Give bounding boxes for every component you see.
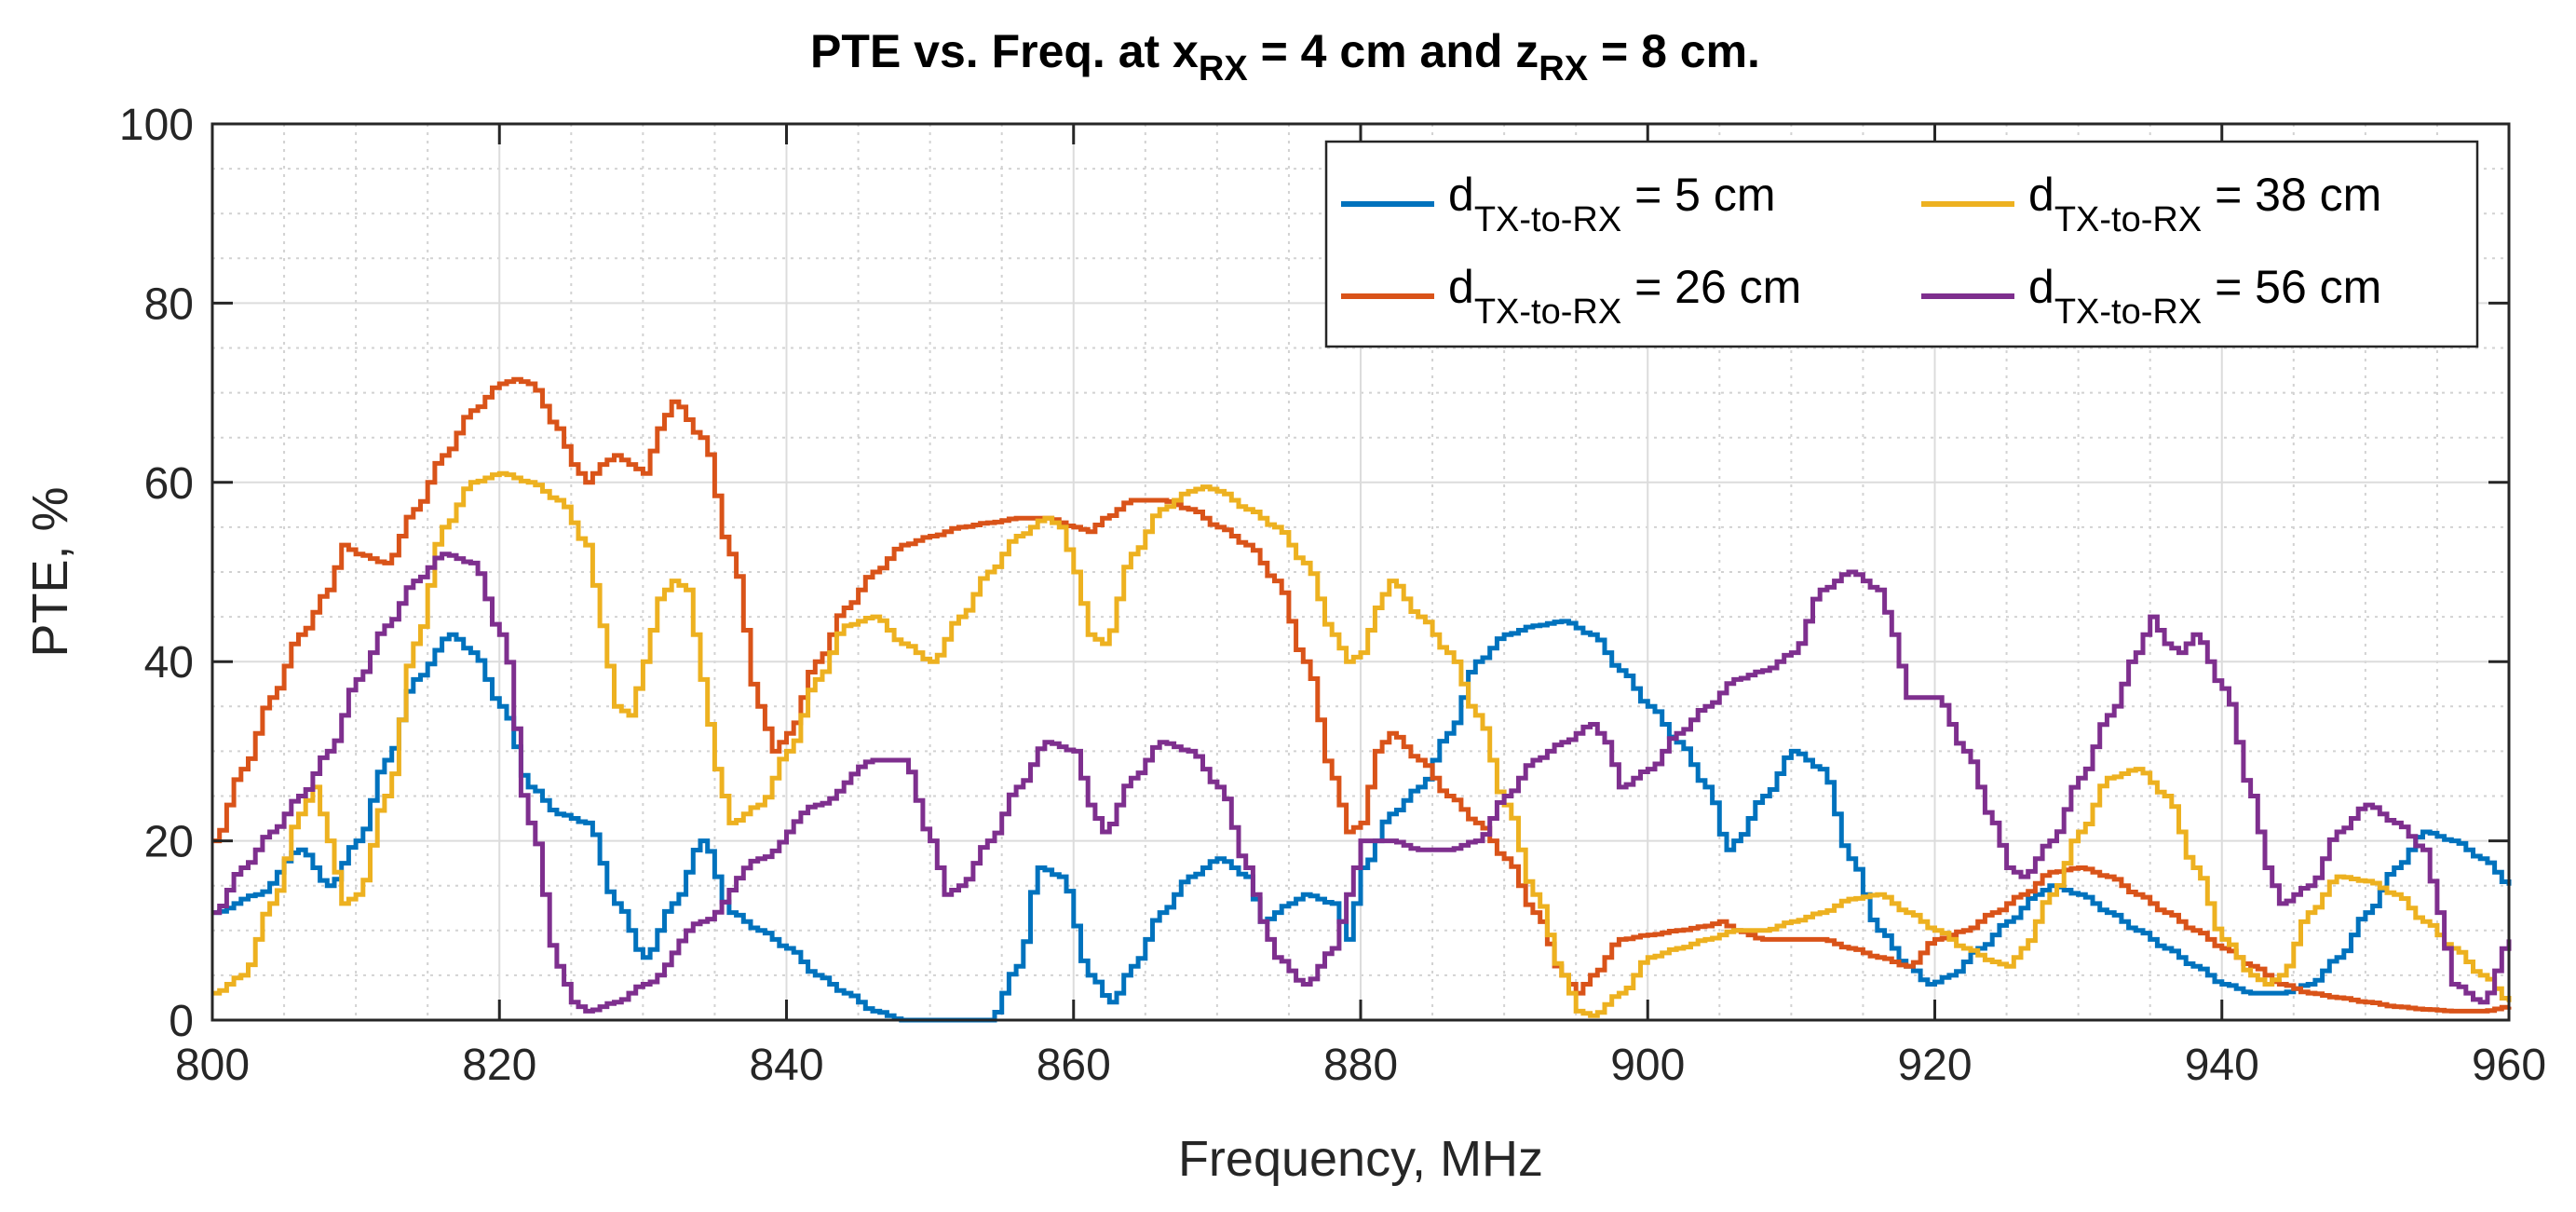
- x-tick-label: 840: [749, 1041, 823, 1090]
- legend-label-38cm: dTX-to-RX = 38 cm: [2028, 169, 2381, 239]
- x-axis-label: Frequency, MHz: [1178, 1131, 1543, 1187]
- series-line-56cm: [212, 552, 2512, 1014]
- x-tick-label: 900: [1610, 1041, 1685, 1090]
- x-tick-labels: 800 820 840 860 880 900 920 940 960: [175, 1041, 2546, 1090]
- y-axis-label: PTE, %: [22, 486, 78, 657]
- legend-box: [1324, 140, 2479, 348]
- chart-title: PTE vs. Freq. at xRX = 4 cm and zRX = 8 …: [810, 25, 1760, 89]
- x-tick-label: 920: [1897, 1041, 1972, 1090]
- x-tick-label: 800: [175, 1041, 250, 1090]
- title-suffix: = 8 cm.: [1588, 25, 1760, 77]
- title-middle: = 4 cm and z: [1248, 25, 1539, 77]
- y-tick-label: 20: [144, 818, 194, 867]
- legend: dTX-to-RX = 5 cm dTX-to-RX = 26 cm dTX-t…: [1324, 140, 2479, 348]
- y-tick-label: 0: [169, 997, 194, 1046]
- x-tick-label: 940: [2185, 1041, 2259, 1090]
- x-tick-label: 960: [2472, 1041, 2546, 1090]
- x-tick-label: 820: [462, 1041, 536, 1090]
- title-prefix: PTE vs. Freq. at x: [810, 25, 1199, 77]
- x-tick-label: 860: [1037, 1041, 1111, 1090]
- title-subscript-1: RX: [1199, 49, 1248, 89]
- series-line-26cm: [212, 376, 2512, 1014]
- legend-label-26cm: dTX-to-RX = 26 cm: [1448, 261, 1801, 332]
- y-tick-label: 60: [144, 459, 194, 509]
- series-lines: [212, 376, 2512, 1023]
- title-subscript-2: RX: [1539, 49, 1588, 89]
- y-tick-labels: 0 20 40 60 80 100: [119, 101, 194, 1046]
- legend-label-56cm: dTX-to-RX = 56 cm: [2028, 261, 2381, 332]
- legend-label-5cm: dTX-to-RX = 5 cm: [1448, 169, 1776, 239]
- series-line-38cm: [212, 470, 2512, 1018]
- y-tick-label: 80: [144, 279, 194, 329]
- y-tick-label: 100: [119, 101, 194, 150]
- y-tick-label: 40: [144, 638, 194, 688]
- x-tick-label: 880: [1323, 1041, 1398, 1090]
